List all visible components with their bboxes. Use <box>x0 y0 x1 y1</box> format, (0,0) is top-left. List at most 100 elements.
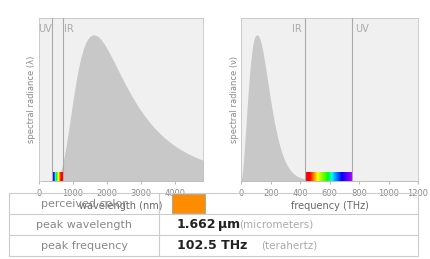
Bar <box>322 172 323 181</box>
Bar <box>326 172 327 181</box>
Text: (terahertz): (terahertz) <box>260 241 316 251</box>
Bar <box>331 172 332 181</box>
Bar <box>348 172 349 181</box>
Text: peak wavelength: peak wavelength <box>36 220 132 230</box>
Bar <box>347 172 348 181</box>
Bar <box>346 172 347 181</box>
X-axis label: frequency (THz): frequency (THz) <box>290 201 368 211</box>
Bar <box>315 172 316 181</box>
Bar <box>328 172 329 181</box>
Bar <box>343 172 344 181</box>
Text: UV: UV <box>37 24 51 34</box>
Bar <box>307 172 308 181</box>
Bar <box>322 172 323 181</box>
Bar <box>325 172 326 181</box>
Bar <box>321 172 322 181</box>
Bar <box>338 172 339 181</box>
Text: IR: IR <box>291 24 301 34</box>
Bar <box>323 172 324 181</box>
Bar <box>313 172 314 181</box>
Bar <box>337 172 338 181</box>
Bar <box>331 172 332 181</box>
Bar <box>340 172 341 181</box>
Bar <box>339 172 340 181</box>
Bar <box>335 172 336 181</box>
Text: µm: µm <box>217 218 239 231</box>
Bar <box>320 172 321 181</box>
Bar <box>343 172 344 181</box>
Bar <box>336 172 337 181</box>
Bar <box>307 172 308 181</box>
Bar <box>344 172 345 181</box>
X-axis label: wavelength (nm): wavelength (nm) <box>79 201 162 211</box>
Text: 102.5 THz: 102.5 THz <box>176 239 246 252</box>
Bar <box>328 172 329 181</box>
Text: 1.662: 1.662 <box>176 218 216 231</box>
Text: (micrometers): (micrometers) <box>239 220 313 230</box>
Bar <box>308 172 309 181</box>
Bar <box>342 172 343 181</box>
Bar <box>350 172 351 181</box>
Bar <box>306 172 307 181</box>
Bar <box>310 172 311 181</box>
Bar <box>332 172 333 181</box>
Bar <box>329 172 330 181</box>
Bar <box>323 172 324 181</box>
Text: UV: UV <box>354 24 368 34</box>
FancyBboxPatch shape <box>172 194 204 213</box>
Bar <box>324 172 325 181</box>
Bar <box>321 172 322 181</box>
Bar <box>345 172 346 181</box>
Text: IR: IR <box>64 24 73 34</box>
Bar <box>317 172 318 181</box>
Bar <box>333 172 334 181</box>
Bar <box>341 172 342 181</box>
Bar <box>317 172 318 181</box>
Y-axis label: spectral radiance (ν): spectral radiance (ν) <box>229 56 238 143</box>
Bar <box>336 172 337 181</box>
Bar <box>342 172 343 181</box>
Bar <box>347 172 348 181</box>
Bar <box>308 172 309 181</box>
Bar <box>333 172 334 181</box>
Bar <box>304 172 305 181</box>
Bar <box>324 172 325 181</box>
Bar <box>341 172 342 181</box>
Bar <box>306 172 307 181</box>
Bar <box>334 172 335 181</box>
Bar <box>327 172 328 181</box>
Bar <box>316 172 317 181</box>
Bar <box>315 172 316 181</box>
Bar <box>349 172 350 181</box>
Bar <box>319 172 320 181</box>
Bar <box>329 172 330 181</box>
Text: perceived color: perceived color <box>41 199 127 208</box>
Bar <box>325 172 326 181</box>
Bar <box>314 172 315 181</box>
Bar <box>312 172 313 181</box>
Bar <box>309 172 310 181</box>
Bar <box>305 172 306 181</box>
Y-axis label: spectral radiance (λ): spectral radiance (λ) <box>27 56 36 143</box>
Bar <box>326 172 327 181</box>
Bar <box>330 172 331 181</box>
Bar <box>337 172 338 181</box>
Bar <box>320 172 321 181</box>
Bar <box>339 172 340 181</box>
Bar <box>316 172 317 181</box>
Bar <box>313 172 314 181</box>
Text: peak frequency: peak frequency <box>40 241 127 251</box>
Bar <box>314 172 315 181</box>
Bar <box>334 172 335 181</box>
Bar <box>327 172 328 181</box>
Bar <box>335 172 336 181</box>
Bar <box>311 172 312 181</box>
Bar <box>319 172 320 181</box>
Bar <box>304 172 305 181</box>
Bar <box>318 172 319 181</box>
Bar <box>351 172 352 181</box>
Bar <box>345 172 346 181</box>
Bar <box>309 172 310 181</box>
Bar <box>348 172 349 181</box>
Bar <box>312 172 313 181</box>
